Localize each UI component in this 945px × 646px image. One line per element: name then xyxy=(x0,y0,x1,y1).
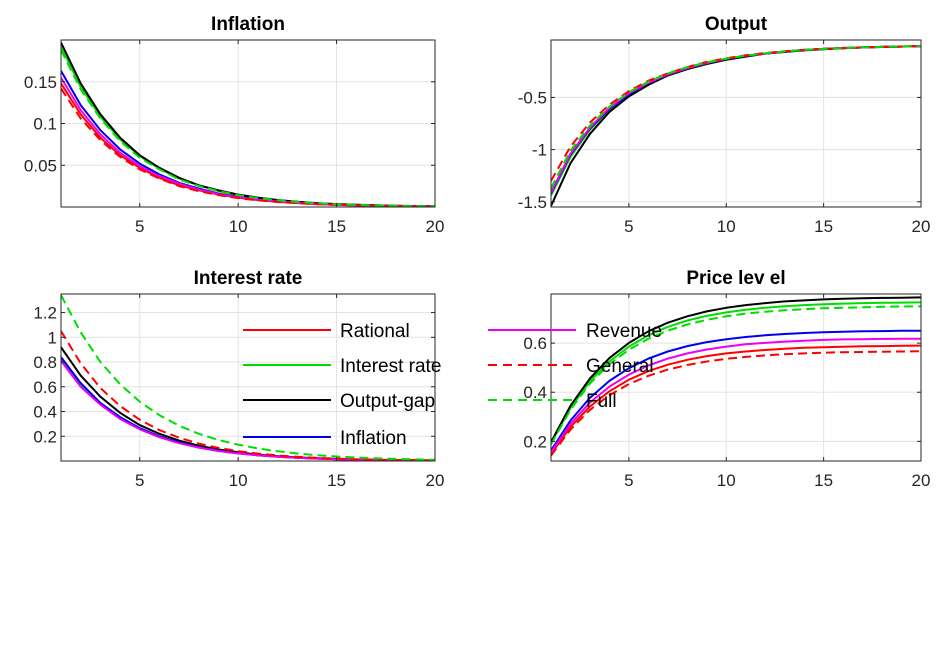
series-line-general xyxy=(61,330,435,461)
plot-area xyxy=(61,294,435,461)
series-line-inflation xyxy=(551,329,921,451)
series-line-revenue xyxy=(551,337,921,453)
legend-label: Rational xyxy=(340,321,410,342)
plot-area xyxy=(551,294,921,461)
x-tick-label: 15 xyxy=(327,217,346,236)
y-tick-label: 0.15 xyxy=(24,73,57,92)
y-tick-label: -1 xyxy=(532,141,547,160)
series-line-full xyxy=(551,45,921,189)
y-tick-label: 1.2 xyxy=(33,304,57,323)
chart-title: Output xyxy=(705,14,768,35)
legend-item-full: Full xyxy=(488,391,617,412)
legend: Rational Interest rate Output-gap Inflation… xyxy=(243,321,662,449)
x-tick-label: 5 xyxy=(624,217,633,236)
chart-title: Interest rate xyxy=(194,268,303,289)
legend-label: Interest rate xyxy=(340,356,441,377)
legend-item-inflation: Inflation xyxy=(243,428,407,449)
x-tick-label: 15 xyxy=(327,471,346,490)
x-tick-label: 20 xyxy=(426,471,445,490)
legend-item-output-gap: Output-gap xyxy=(243,391,435,412)
series-group xyxy=(551,296,921,457)
y-tick-label: 0.6 xyxy=(523,334,547,353)
x-tick-label: 20 xyxy=(426,217,445,236)
panel-price-lev-el: 5 10 15 20 0.2 0.4 0.6 Price lev el xyxy=(523,268,930,490)
legend-item-revenue: Revenue xyxy=(488,321,662,342)
y-tick-label: 0.2 xyxy=(33,427,57,446)
series-group xyxy=(61,294,435,461)
axes-box xyxy=(550,39,922,208)
legend-label: General xyxy=(586,356,654,377)
y-tick-label: 0.4 xyxy=(523,383,547,402)
legend-label: Inflation xyxy=(340,428,407,449)
legend-item-interest-rate: Interest rate xyxy=(243,356,441,377)
series-group xyxy=(551,45,921,207)
x-tick-label: 10 xyxy=(717,471,736,490)
legend-label: Full xyxy=(586,391,617,412)
x-tick-label: 5 xyxy=(135,471,144,490)
y-tick-label: 0.8 xyxy=(33,353,57,372)
panel-interest-rate: 5 10 15 20 0.2 0.4 0.6 0.8 1 1.2 Interest rate xyxy=(33,268,444,490)
series-line-general xyxy=(551,350,921,457)
panel-inflation: 5 10 15 20 0.05 0.1 0.15 Inflation xyxy=(24,14,445,236)
y-tick-label: -1.5 xyxy=(518,193,547,212)
x-tick-label: 10 xyxy=(229,217,248,236)
plot-area xyxy=(551,40,921,207)
series-line-output-gap xyxy=(551,296,921,443)
x-tick-label: 15 xyxy=(814,471,833,490)
legend-item-general: General xyxy=(488,356,654,377)
series-line-full xyxy=(551,305,921,445)
y-tick-label: 1 xyxy=(48,328,57,347)
chart-title: Price lev el xyxy=(686,268,785,289)
axes-box xyxy=(550,293,922,462)
series-line-full xyxy=(61,49,435,207)
x-tick-label: 20 xyxy=(912,217,931,236)
panel-output: 5 10 15 20 -1.5 -1 -0.5 Output xyxy=(518,14,931,236)
x-tick-label: 15 xyxy=(814,217,833,236)
y-tick-label: 0.1 xyxy=(33,115,57,134)
series-line-general xyxy=(61,87,435,207)
axes-box xyxy=(60,293,436,462)
y-tick-label: 0.4 xyxy=(33,403,57,422)
y-tick-label: 0.05 xyxy=(24,156,57,175)
x-tick-label: 5 xyxy=(624,471,633,490)
legend-item-rational: Rational xyxy=(243,321,410,342)
legend-label: Revenue xyxy=(586,321,662,342)
x-tick-label: 10 xyxy=(717,217,736,236)
x-tick-label: 10 xyxy=(229,471,248,490)
series-group xyxy=(61,42,435,207)
series-line-rational xyxy=(551,344,921,455)
y-tick-label: -0.5 xyxy=(518,88,547,107)
series-line-general xyxy=(551,45,921,182)
legend-label: Output-gap xyxy=(340,391,435,412)
y-tick-label: 0.6 xyxy=(33,378,57,397)
y-tick-label: 0.2 xyxy=(523,432,547,451)
x-tick-label: 5 xyxy=(135,217,144,236)
chart-title: Inflation xyxy=(211,14,285,35)
x-tick-label: 20 xyxy=(912,471,931,490)
series-line-interest-rate xyxy=(551,301,921,444)
